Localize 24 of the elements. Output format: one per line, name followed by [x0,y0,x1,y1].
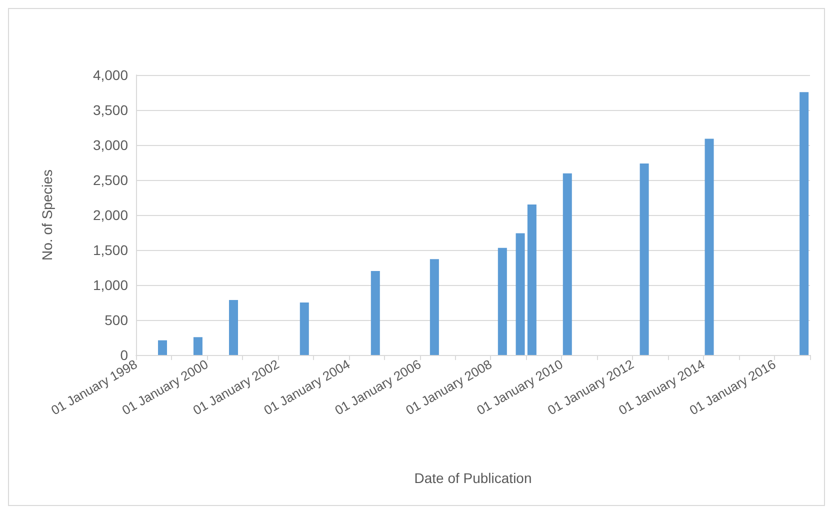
bar [158,340,168,355]
y-tick-label: 4,000 [92,67,128,83]
bar [229,300,238,355]
bar [527,204,536,355]
bar [640,164,649,355]
bar [704,138,714,355]
y-tick-label: 3,000 [92,137,128,153]
bar [498,248,507,355]
y-axis-title: No. of Species [39,169,55,261]
bar [193,337,202,355]
bar [430,259,439,355]
y-tick-label: 1,500 [92,242,128,258]
y-tick-label: 1,000 [92,277,128,293]
y-tick-label: 0 [120,347,128,363]
bar [370,271,380,355]
bar [562,173,572,355]
bar [800,92,809,355]
y-tick-label: 500 [104,312,128,328]
y-tick-label: 2,500 [92,172,128,188]
bar [300,302,309,355]
bar [516,233,525,355]
x-axis-title: Date of Publication [414,470,532,486]
y-tick-label: 2,000 [92,207,128,223]
y-tick-label: 3,500 [92,102,128,118]
